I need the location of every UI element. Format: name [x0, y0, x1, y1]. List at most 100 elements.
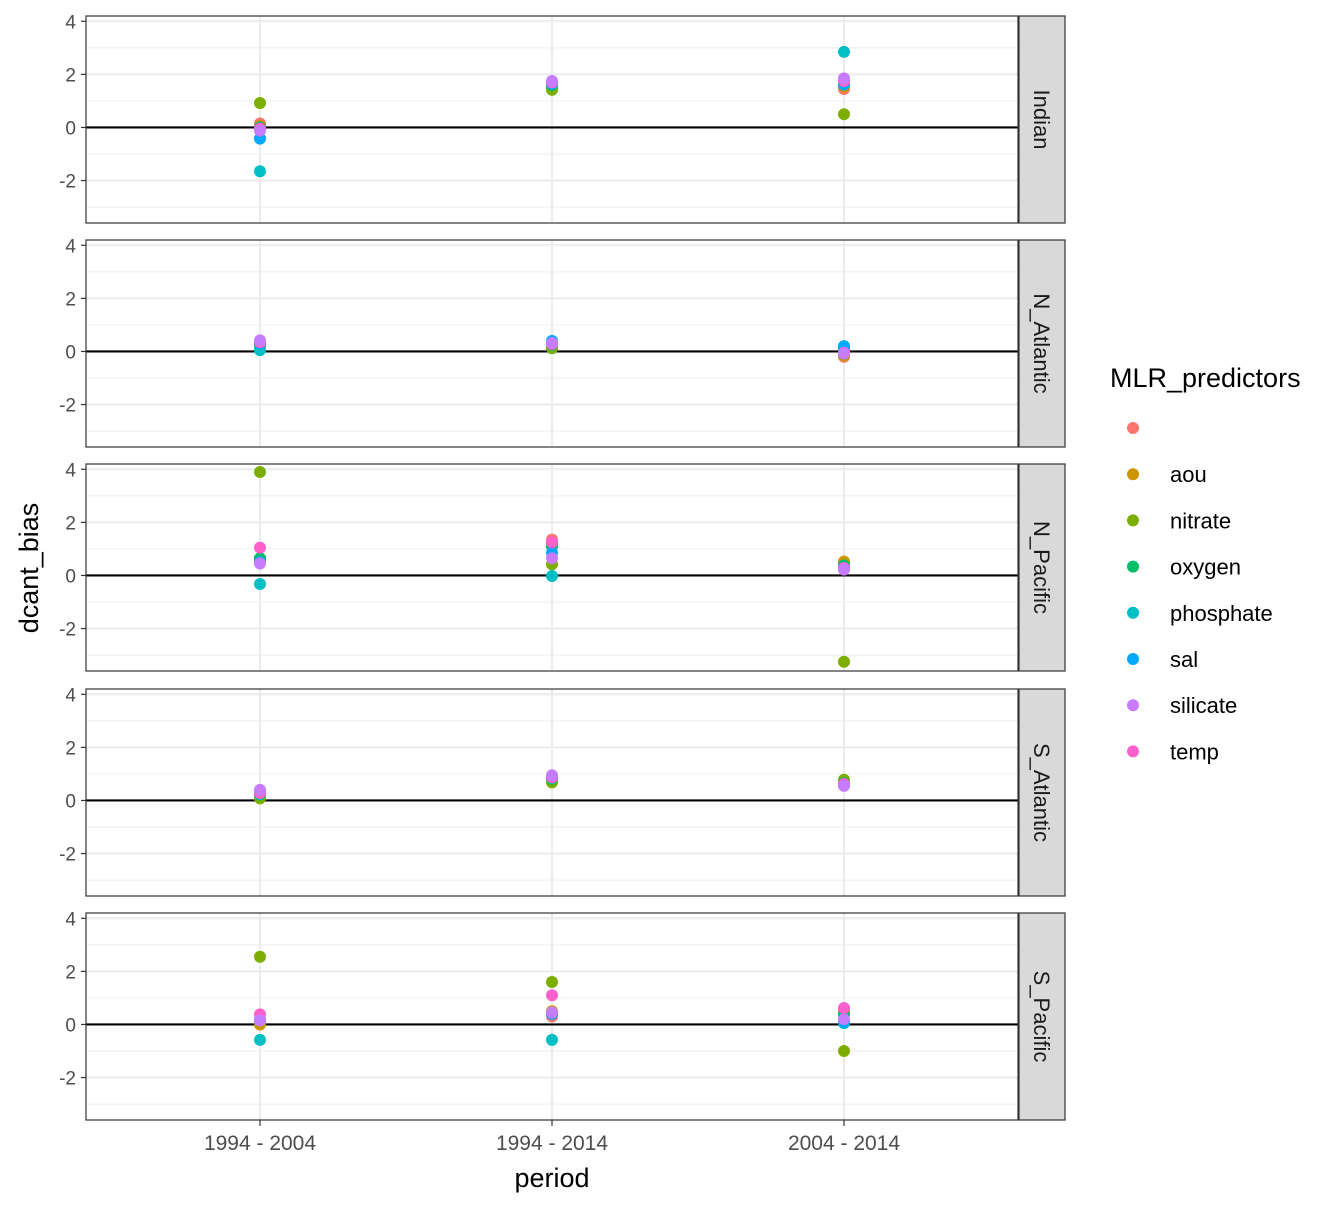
facet-strip-label: N_Atlantic [1029, 293, 1054, 393]
facet-strip-label: S_Pacific [1029, 971, 1054, 1063]
y-tick-label: 4 [65, 460, 76, 481]
data-point [254, 124, 266, 137]
y-tick-label: -2 [59, 1069, 76, 1090]
data-point [838, 1002, 850, 1015]
y-tick-label: 2 [65, 738, 76, 759]
facet-strip [1018, 688, 1066, 897]
data-point [254, 334, 266, 347]
legend-label: phosphate [1170, 601, 1273, 626]
data-point [254, 950, 266, 963]
facet-strip [1018, 912, 1066, 1121]
legend-swatch [1127, 468, 1139, 481]
panel-border [85, 688, 1019, 897]
data-point [254, 465, 266, 478]
data-point [546, 989, 558, 1002]
legend-item: temp [1127, 739, 1219, 764]
y-tick-label: 2 [65, 513, 76, 534]
data-point [546, 336, 558, 349]
data-point [546, 569, 558, 582]
legend-swatch [1127, 699, 1139, 712]
data-point [546, 976, 558, 988]
data-point [254, 97, 266, 110]
facet-strip [1018, 15, 1066, 224]
legend-swatch [1127, 514, 1139, 527]
legend-item: silicate [1127, 693, 1237, 718]
data-point [838, 72, 850, 85]
data-point [838, 45, 850, 58]
legend-swatch [1127, 653, 1139, 665]
legend-label: oxygen [1170, 555, 1241, 580]
data-point [546, 769, 558, 782]
legend-item: aou [1127, 462, 1207, 487]
y-tick-label: 0 [65, 791, 76, 812]
y-tick-label: 4 [65, 12, 76, 33]
facet-strip-label: S_Atlantic [1029, 743, 1054, 842]
y-tick-label: 2 [65, 289, 76, 310]
x-axis-ticks: 1994 - 2004 1994 - 2014 2004 - 2014 [204, 1120, 900, 1155]
panel-border [85, 463, 1019, 672]
legend-label: aou [1170, 462, 1207, 487]
y-tick-label: 0 [65, 342, 76, 363]
legend-swatch [1127, 606, 1139, 619]
x-tick-label: 1994 - 2014 [496, 1132, 608, 1155]
data-point [838, 655, 850, 668]
panel-border [85, 15, 1019, 224]
data-point [546, 1006, 558, 1019]
y-tick-label: 2 [65, 962, 76, 983]
data-point [838, 779, 850, 792]
legend-item: nitrate [1127, 508, 1231, 533]
facet-panel: -2 0 2 4 S_Pacific [59, 909, 1066, 1121]
data-point [546, 75, 558, 88]
legend: MLR_predictors aou nitrate oxygen phosphate… [1110, 363, 1301, 764]
legend-label: nitrate [1170, 508, 1231, 533]
y-tick-label: 0 [65, 566, 76, 587]
data-point [546, 536, 558, 549]
data-point [546, 1033, 558, 1046]
y-tick-label: -2 [59, 620, 76, 641]
facet-panels: -2 0 2 4 Indian -2 0 2 4 N_Atlantic -2 0 2 4 N_Pacific… [59, 12, 1066, 1121]
data-point [838, 1045, 850, 1057]
data-point [254, 1014, 266, 1027]
data-point [838, 108, 850, 121]
data-point [254, 577, 266, 590]
y-tick-label: 4 [65, 685, 76, 706]
facet-strip-label: N_Pacific [1029, 521, 1054, 614]
data-point [254, 165, 266, 178]
y-tick-label: 0 [65, 1015, 76, 1036]
data-point [254, 557, 266, 570]
legend-item [1127, 422, 1139, 434]
y-tick-label: 4 [65, 236, 76, 257]
y-tick-label: 2 [65, 65, 76, 86]
panel-border [85, 239, 1019, 448]
x-tick-label: 1994 - 2004 [204, 1132, 316, 1155]
legend-item: sal [1127, 647, 1198, 672]
data-point [254, 541, 266, 554]
data-point [838, 347, 850, 360]
data-point [546, 552, 558, 565]
y-axis-title: dcant_bias [14, 503, 44, 634]
data-point [838, 1013, 850, 1026]
facet-panel: -2 0 2 4 N_Pacific [59, 460, 1066, 672]
legend-swatch [1127, 422, 1139, 434]
legend-items: aou nitrate oxygen phosphate sal silicate temp [1127, 422, 1273, 764]
x-axis-title: period [514, 1163, 589, 1193]
facet-strip [1018, 239, 1066, 448]
facet-strip-label: Indian [1029, 90, 1054, 150]
facet-strip [1018, 463, 1066, 672]
legend-swatch [1127, 745, 1139, 758]
facet-panel: -2 0 2 4 N_Atlantic [59, 236, 1066, 448]
data-point [254, 783, 266, 796]
data-point [254, 1033, 266, 1046]
facet-panel: -2 0 2 4 S_Atlantic [59, 685, 1066, 897]
facet-panel: -2 0 2 4 Indian [59, 12, 1066, 224]
legend-swatch [1127, 560, 1139, 573]
legend-label: temp [1170, 739, 1219, 764]
y-tick-label: 0 [65, 118, 76, 139]
legend-label: sal [1170, 647, 1198, 672]
legend-label: silicate [1170, 693, 1237, 718]
y-tick-label: -2 [59, 396, 76, 417]
legend-item: phosphate [1127, 601, 1273, 626]
data-point [838, 563, 850, 576]
